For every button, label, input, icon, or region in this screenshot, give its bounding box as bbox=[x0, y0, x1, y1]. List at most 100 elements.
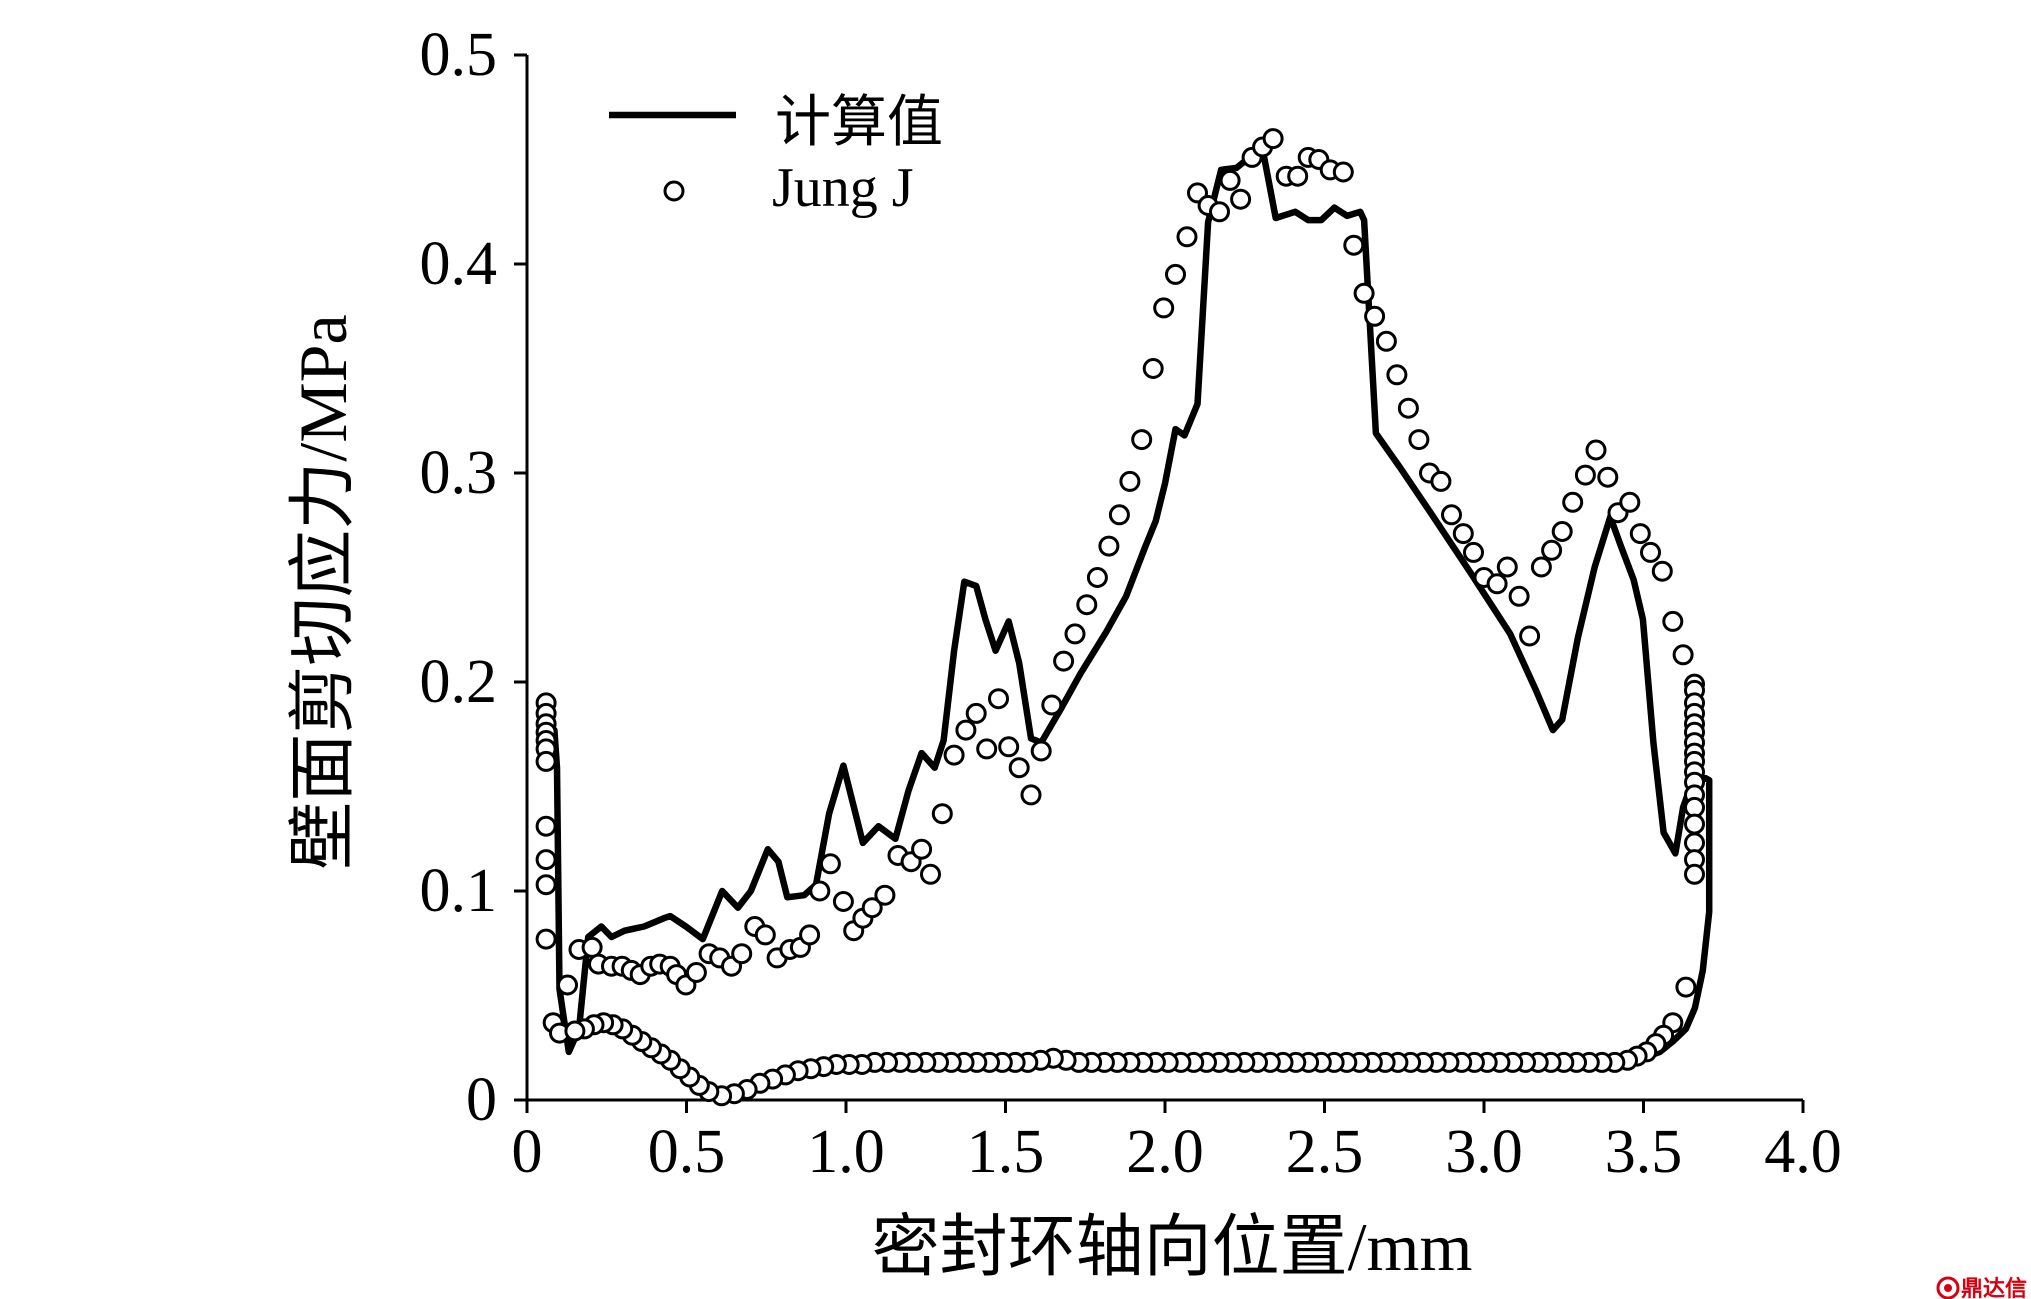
series-1-point bbox=[1675, 976, 1697, 998]
series-1-point bbox=[1153, 297, 1175, 319]
series-1-point bbox=[1332, 161, 1354, 183]
series-1-point bbox=[535, 928, 557, 950]
series-1-point bbox=[1463, 541, 1484, 563]
series-1-point bbox=[1574, 464, 1596, 486]
series-1-point bbox=[1486, 573, 1508, 595]
y-tick-label: 0.2 bbox=[420, 648, 498, 716]
series-1-point bbox=[1496, 556, 1518, 578]
series-1-point bbox=[557, 974, 578, 996]
series-1-point bbox=[1287, 165, 1309, 187]
series-1-point bbox=[1597, 466, 1619, 488]
series-1-point bbox=[809, 880, 831, 902]
series-1-point bbox=[1131, 429, 1153, 451]
series-1-point bbox=[1684, 863, 1705, 885]
legend-label-calculated: 计算值 bbox=[775, 92, 943, 154]
series-1-point bbox=[998, 736, 1020, 758]
series-1-point bbox=[931, 803, 953, 825]
series-1-point bbox=[564, 1020, 586, 1042]
series-1-point bbox=[1672, 644, 1694, 666]
x-tick-label: 4.0 bbox=[1764, 1118, 1842, 1186]
y-tick-label: 0.3 bbox=[420, 439, 498, 507]
series-1-point bbox=[832, 891, 854, 912]
series-1-point bbox=[1375, 330, 1397, 352]
series-1-point bbox=[1684, 813, 1705, 835]
x-tick-label: 2.0 bbox=[1126, 1118, 1204, 1186]
x-tick-label: 1.5 bbox=[967, 1118, 1045, 1186]
series-1-point bbox=[754, 924, 776, 946]
series-1-point bbox=[1562, 491, 1584, 513]
series-1-point bbox=[988, 688, 1009, 710]
series-1-point bbox=[1629, 523, 1651, 545]
series-0-line bbox=[551, 145, 1713, 1064]
axis-ticks: 0 0.5 1.0 1.5 2.0 2.5 3.0 3.5 4.0 0 0.1 0.2 0.3 0.4 0.… bbox=[420, 21, 1842, 1186]
series-1-point bbox=[1408, 429, 1430, 451]
series-1-point bbox=[911, 838, 933, 860]
series-1-point bbox=[1508, 585, 1530, 607]
series-1-point bbox=[920, 863, 941, 885]
series-1-point bbox=[1585, 439, 1607, 461]
series-1-point bbox=[1364, 305, 1386, 327]
series-1-point bbox=[874, 884, 896, 906]
series-1-point bbox=[1064, 623, 1086, 645]
series-1-point bbox=[1119, 470, 1141, 492]
x-tick-label: 2.5 bbox=[1286, 1118, 1364, 1186]
series-1-point bbox=[943, 744, 965, 766]
series-1-point bbox=[1142, 358, 1164, 379]
y-tick-label: 0.1 bbox=[420, 857, 498, 925]
legend: 计算值 Jung J bbox=[609, 92, 943, 219]
series-1-point bbox=[1008, 757, 1030, 779]
data-series bbox=[535, 128, 1713, 1107]
series-1-point bbox=[965, 702, 987, 724]
series-1-point bbox=[1086, 567, 1108, 588]
series-1-point bbox=[1551, 521, 1573, 542]
series-1-point bbox=[535, 849, 557, 871]
series-1-point bbox=[1165, 263, 1186, 285]
series-1-point bbox=[1452, 523, 1474, 545]
x-tick-label: 3.0 bbox=[1445, 1118, 1523, 1186]
series-1-point bbox=[955, 719, 977, 741]
series-1-point bbox=[799, 924, 821, 946]
series-1-point bbox=[1353, 282, 1375, 304]
series-1-point bbox=[1343, 234, 1365, 256]
series-1-point bbox=[1441, 504, 1462, 526]
series-1-point bbox=[1041, 694, 1063, 716]
series-1-point bbox=[535, 750, 557, 772]
series-1-point bbox=[1640, 541, 1661, 563]
x-tick-label: 0.5 bbox=[648, 1118, 726, 1186]
legend-label-jung-j: Jung J bbox=[772, 157, 914, 219]
x-tick-label: 3.5 bbox=[1605, 1118, 1683, 1186]
series-1-point bbox=[1519, 625, 1541, 647]
series-1-point bbox=[1030, 740, 1052, 762]
series-1-point bbox=[819, 853, 841, 875]
series-1-point bbox=[1020, 784, 1042, 806]
series-1-point bbox=[731, 943, 753, 965]
series-1-point bbox=[1230, 188, 1252, 210]
series-1-point bbox=[1219, 169, 1241, 191]
x-axis-label: 密封环轴向位置/mm bbox=[872, 1209, 1473, 1285]
series-1-point bbox=[1619, 491, 1641, 513]
series-1-point bbox=[1262, 128, 1284, 150]
series-1-point bbox=[685, 962, 707, 983]
series-1-point bbox=[1430, 470, 1452, 492]
series-1-point bbox=[1530, 556, 1552, 578]
series-1-point bbox=[1176, 226, 1198, 248]
y-tick-label: 0.4 bbox=[420, 230, 498, 298]
x-tick-label: 0 bbox=[512, 1118, 543, 1186]
series-1-point bbox=[535, 815, 557, 837]
legend-circle-swatch bbox=[663, 180, 685, 202]
y-tick-label: 0.5 bbox=[420, 21, 498, 89]
plot-axes bbox=[525, 55, 1803, 1102]
series-1-point bbox=[1541, 539, 1563, 561]
series-1-point bbox=[1662, 610, 1684, 632]
y-tick-label: 0 bbox=[466, 1066, 497, 1134]
series-1-point bbox=[535, 874, 557, 896]
series-1-point bbox=[1397, 397, 1419, 419]
series-1-point bbox=[1209, 201, 1230, 223]
series-1-point bbox=[976, 738, 998, 760]
watermark: 鼎达信 bbox=[1936, 1276, 2027, 1299]
x-tick-label: 1.0 bbox=[807, 1118, 885, 1186]
series-1-point bbox=[1076, 594, 1098, 616]
series-1-point bbox=[861, 897, 883, 919]
series-1-point bbox=[1386, 364, 1408, 386]
